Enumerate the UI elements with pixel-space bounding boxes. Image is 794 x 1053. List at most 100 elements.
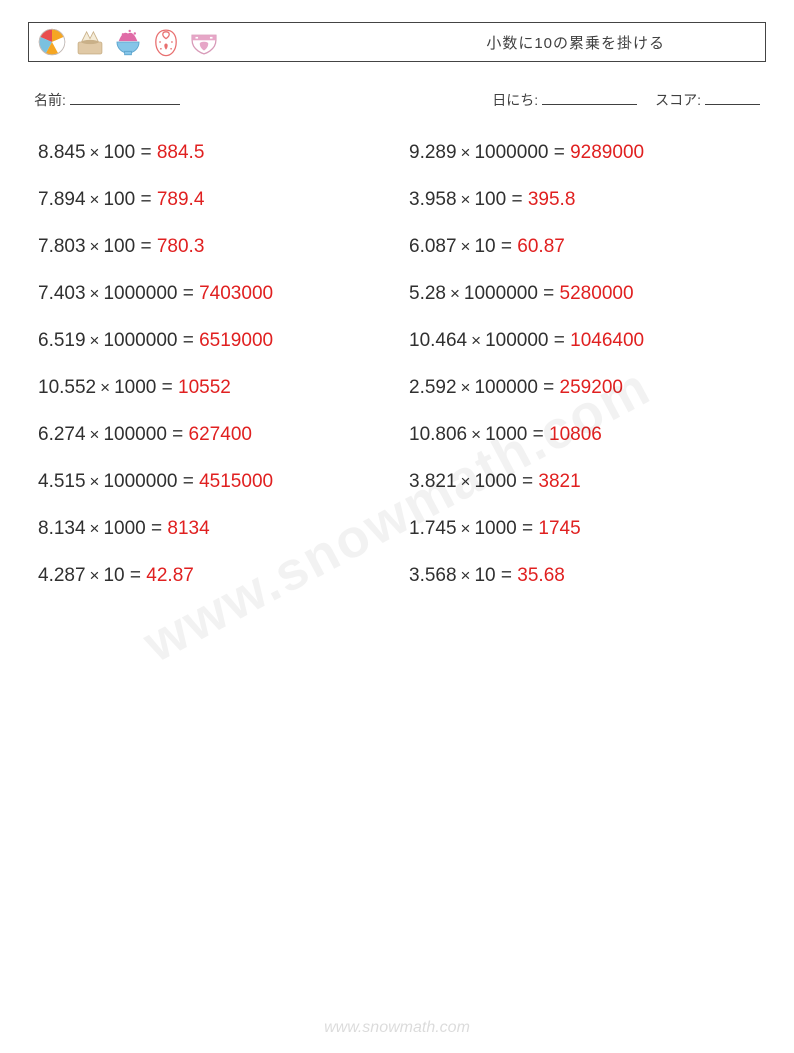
times-icon: ×	[86, 566, 104, 586]
operand-b: 1000	[114, 377, 156, 398]
times-icon: ×	[457, 519, 475, 539]
operand-a: 8.845	[38, 142, 86, 163]
bowl-icon	[111, 25, 145, 59]
times-icon: ×	[86, 331, 104, 351]
score-blank[interactable]	[705, 90, 760, 105]
name-blank[interactable]	[70, 90, 180, 105]
problem-left-3: 7.403×1000000 = 7403000	[38, 283, 385, 305]
operand-a: 6.519	[38, 330, 86, 351]
meta-right: 日にち: スコア:	[492, 90, 760, 110]
operand-b: 10	[474, 565, 495, 586]
worksheet-title: 小数に10の累乗を掛ける	[486, 32, 665, 53]
operand-a: 7.403	[38, 283, 86, 304]
date-blank[interactable]	[542, 90, 637, 105]
problem-right-5: 2.592×100000 = 259200	[409, 377, 756, 399]
times-icon: ×	[86, 190, 104, 210]
equals: =	[156, 377, 178, 398]
times-icon: ×	[86, 143, 104, 163]
operand-a: 7.803	[38, 236, 86, 257]
answer: 5280000	[560, 283, 634, 304]
equals: =	[506, 189, 528, 210]
answer: 10806	[549, 424, 602, 445]
operand-a: 1.745	[409, 518, 457, 539]
equals: =	[177, 471, 199, 492]
problem-left-4: 6.519×1000000 = 6519000	[38, 330, 385, 352]
operand-a: 9.289	[409, 142, 457, 163]
equals: =	[125, 565, 147, 586]
answer: 8134	[167, 518, 209, 539]
times-icon: ×	[457, 472, 475, 492]
operand-a: 7.894	[38, 189, 86, 210]
operand-b: 10	[103, 565, 124, 586]
operand-a: 2.592	[409, 377, 457, 398]
operand-a: 5.28	[409, 283, 446, 304]
times-icon: ×	[457, 566, 475, 586]
times-icon: ×	[96, 378, 114, 398]
times-icon: ×	[446, 284, 464, 304]
equals: =	[135, 142, 157, 163]
equals: =	[517, 471, 539, 492]
bib-icon	[149, 25, 183, 59]
operand-b: 1000000	[474, 142, 548, 163]
date-label: 日にち:	[492, 90, 538, 110]
problem-right-0: 9.289×1000000 = 9289000	[409, 142, 756, 164]
operand-b: 100	[103, 189, 135, 210]
times-icon: ×	[457, 378, 475, 398]
beach-ball-icon	[35, 25, 69, 59]
operand-b: 100	[103, 142, 135, 163]
problem-left-5: 10.552×1000 = 10552	[38, 377, 385, 399]
problem-left-8: 8.134×1000 = 8134	[38, 518, 385, 540]
problem-right-4: 10.464×100000 = 1046400	[409, 330, 756, 352]
operand-a: 6.087	[409, 236, 457, 257]
times-icon: ×	[86, 519, 104, 539]
operand-b: 10	[474, 236, 495, 257]
operand-b: 1000000	[103, 283, 177, 304]
operand-a: 3.821	[409, 471, 457, 492]
operand-b: 100	[474, 189, 506, 210]
answer: 1046400	[570, 330, 644, 351]
worksheet-page: 小数に10の累乗を掛ける 名前: 日にち: スコア: 8.845×100 = 8…	[0, 0, 794, 1053]
header-icons	[35, 25, 221, 59]
times-icon: ×	[86, 425, 104, 445]
operand-b: 100000	[103, 424, 166, 445]
equals: =	[496, 565, 518, 586]
equals: =	[538, 283, 560, 304]
problem-left-7: 4.515×1000000 = 4515000	[38, 471, 385, 493]
problem-right-2: 6.087×10 = 60.87	[409, 236, 756, 258]
problem-right-6: 10.806×1000 = 10806	[409, 424, 756, 446]
answer: 60.87	[517, 236, 565, 257]
times-icon: ×	[457, 237, 475, 257]
equals: =	[527, 424, 549, 445]
equals: =	[135, 189, 157, 210]
answer: 42.87	[146, 565, 194, 586]
operand-b: 100000	[485, 330, 548, 351]
equals: =	[548, 142, 570, 163]
problem-right-9: 3.568×10 = 35.68	[409, 565, 756, 587]
answer: 1745	[538, 518, 580, 539]
equals: =	[496, 236, 518, 257]
times-icon: ×	[457, 190, 475, 210]
operand-a: 4.287	[38, 565, 86, 586]
answer: 6519000	[199, 330, 273, 351]
times-icon: ×	[467, 425, 485, 445]
problem-left-2: 7.803×100 = 780.3	[38, 236, 385, 258]
problem-left-6: 6.274×100000 = 627400	[38, 424, 385, 446]
answer: 7403000	[199, 283, 273, 304]
operand-a: 10.806	[409, 424, 467, 445]
equals: =	[135, 236, 157, 257]
operand-a: 10.552	[38, 377, 96, 398]
answer: 10552	[178, 377, 231, 398]
equals: =	[167, 424, 189, 445]
answer: 4515000	[199, 471, 273, 492]
times-icon: ×	[467, 331, 485, 351]
equals: =	[177, 283, 199, 304]
problem-left-0: 8.845×100 = 884.5	[38, 142, 385, 164]
operand-a: 8.134	[38, 518, 86, 539]
operand-a: 6.274	[38, 424, 86, 445]
header-box: 小数に10の累乗を掛ける	[28, 22, 766, 62]
tissue-box-icon	[73, 25, 107, 59]
operand-b: 100000	[474, 377, 537, 398]
answer: 259200	[560, 377, 623, 398]
operand-a: 10.464	[409, 330, 467, 351]
answer: 627400	[189, 424, 252, 445]
